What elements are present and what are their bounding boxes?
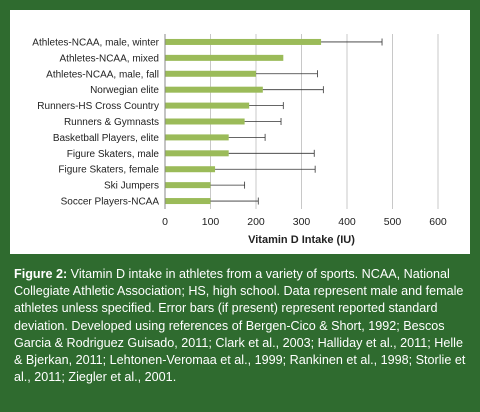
bar: [165, 54, 284, 61]
x-tick-label: 200: [247, 216, 265, 228]
category-label: Athletes-NCAA, mixed: [60, 53, 159, 64]
bar: [165, 182, 211, 189]
category-label: Figure Skaters, female: [58, 165, 159, 176]
bar: [165, 102, 250, 109]
x-tick-label: 300: [293, 216, 311, 228]
bar: [165, 150, 229, 157]
category-label: Ski Jumpers: [104, 181, 159, 192]
x-tick-label: 0: [162, 216, 168, 228]
figure-caption: Figure 2: Vitamin D intake in athletes f…: [14, 266, 468, 386]
category-label: Soccer Players-NCAA: [61, 197, 160, 208]
bar: [165, 198, 211, 205]
category-label: Basketball Players, elite: [53, 133, 160, 144]
x-tick-label: 600: [429, 216, 447, 228]
category-label: Athletes-NCAA, male, winter: [32, 37, 159, 48]
bar: [165, 38, 322, 45]
category-label: Figure Skaters, male: [67, 149, 160, 160]
category-label: Runners & Gymnasts: [64, 117, 159, 128]
bar: [165, 134, 229, 141]
bar: [165, 86, 263, 93]
caption-text: Vitamin D intake in athletes from a vari…: [14, 267, 466, 385]
caption-label: Figure 2:: [14, 267, 68, 281]
x-tick-label: 500: [384, 216, 402, 228]
chart-panel: 0 100 200 300 400 500 600 Athletes-NCAA, male, …: [10, 10, 470, 254]
category-label: Athletes-NCAA, male, fall: [46, 69, 159, 80]
bar: [165, 118, 245, 125]
x-axis-title: Vitamin D Intake (IU): [248, 234, 355, 246]
category-label: Runners-HS Cross Country: [37, 101, 159, 112]
x-tick-label: 400: [338, 216, 356, 228]
bar: [165, 166, 216, 173]
x-tick-label: 100: [202, 216, 220, 228]
category-label: Norwegian elite: [90, 85, 159, 96]
bar: [165, 70, 256, 77]
bar-chart: 0 100 200 300 400 500 600 Athletes-NCAA, male, …: [32, 34, 447, 246]
